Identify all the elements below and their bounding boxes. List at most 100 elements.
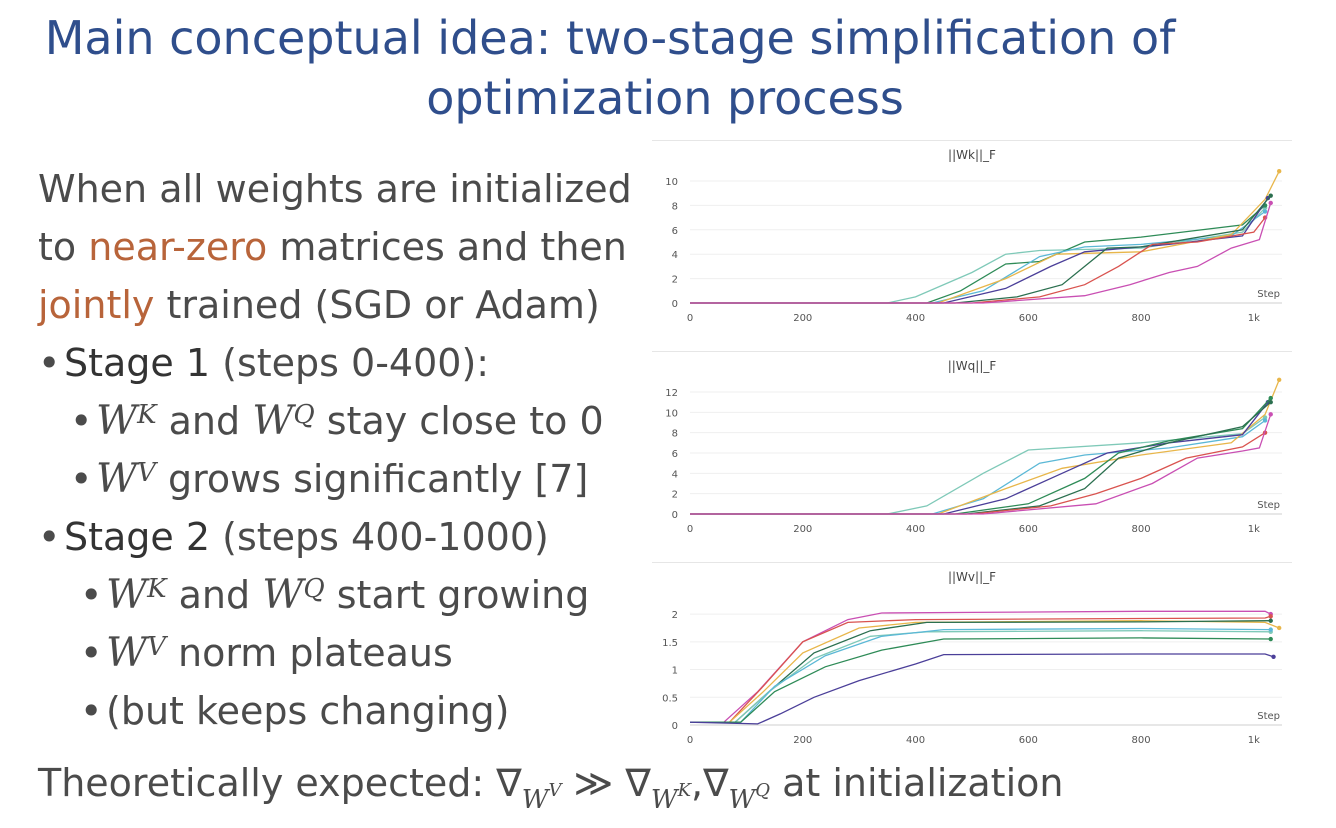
x-tick-label: 400 [906, 524, 925, 535]
bullet-wv-plateau: •WV norm plateaus [80, 630, 453, 676]
stage1-label: Stage 1 [64, 341, 211, 385]
math-wk-2: WK [106, 572, 167, 618]
y-tick-label: 4 [672, 250, 678, 261]
series-line [690, 630, 1271, 723]
stay-close-text: stay close to 0 [314, 399, 604, 443]
sub-wv: WV [521, 780, 562, 815]
y-tick-label: 2 [672, 490, 678, 501]
y-tick-label: 0.5 [662, 693, 678, 704]
math-wv-2: WV [106, 630, 166, 676]
nabla-symbol-3: ∇ [703, 761, 729, 805]
plateau-text: norm plateaus [165, 631, 453, 675]
and-text: and [156, 399, 253, 443]
y-tick-label: 1 [672, 666, 678, 677]
intro-paragraph: When all weights are initialized to near… [38, 160, 648, 334]
bottom-suffix: at initialization [770, 761, 1064, 805]
y-tick-label: 10 [665, 177, 678, 188]
series-end-point [1276, 377, 1282, 382]
x-tick-label: 600 [1019, 313, 1038, 324]
x-tick-label: 400 [906, 735, 925, 746]
x-tick-label: 1k [1248, 735, 1260, 746]
x-tick-label: 0 [687, 313, 693, 324]
chart-wq-svg: ||Wq||_F 0 2 4 6 8 10 12 0 200 400 600 800 1k Step [665, 359, 1282, 535]
series-line [690, 170, 1280, 304]
x-tick-label: 800 [1132, 735, 1151, 746]
x-axis-label: Step [1257, 289, 1280, 300]
intro-text-1: When all weights are initialized to [38, 167, 632, 269]
y-tick-label: 0 [672, 299, 678, 310]
math-wq: WQ [252, 398, 315, 444]
chart-wk-svg: ||Wk||_F 0 2 4 6 8 10 0 200 400 600 800 1k Step [665, 148, 1282, 324]
series-end-point [1268, 193, 1273, 198]
series-end-point [1262, 209, 1268, 214]
series-end-point [1262, 418, 1268, 423]
x-axis-label: Step [1257, 500, 1280, 511]
math-wq-2: WQ [262, 572, 325, 618]
grows-text: grows significantly [7] [155, 457, 589, 501]
series-line [690, 637, 1271, 723]
x-tick-label: 200 [793, 735, 812, 746]
math-wk: WK [96, 398, 157, 444]
bottom-statement: Theoretically expected: ∇WV ≫ ∇WK,∇WQ at… [38, 754, 1063, 817]
series-line [690, 432, 1266, 515]
series-line [690, 195, 1272, 304]
series-line [690, 397, 1272, 515]
stage2-text: (steps 400-1000) [210, 515, 549, 559]
series-line [690, 401, 1269, 515]
bullet-wv-grows: •WV grows significantly [7] [70, 456, 589, 502]
series-line [690, 419, 1266, 515]
x-tick-label: 0 [687, 735, 693, 746]
series-end-point [1268, 627, 1273, 632]
series-end-point [1271, 654, 1276, 659]
x-tick-label: 0 [687, 524, 693, 535]
highlight-near-zero: near-zero [88, 225, 268, 269]
series-line [689, 653, 1274, 725]
y-tick-label: 2 [672, 275, 678, 286]
x-tick-label: 800 [1132, 524, 1151, 535]
series-end-point [1276, 169, 1282, 174]
much-greater: ≫ [561, 761, 626, 805]
series-end-point [1268, 399, 1273, 405]
series-line [690, 401, 1272, 515]
y-tick-label: 1.5 [662, 638, 678, 649]
chart-wq: ||Wq||_F 0 2 4 6 8 10 12 0 200 400 600 800 1k Step [652, 351, 1292, 556]
series-line [690, 202, 1272, 304]
series-end-point [1268, 200, 1273, 206]
x-tick-label: 600 [1019, 524, 1038, 535]
x-tick-label: 400 [906, 313, 925, 324]
y-tick-label: 8 [672, 201, 678, 212]
chart-wv: ||Wv||_F 0 0.5 1 1.5 2 0 200 400 600 800 1k Step [652, 562, 1292, 767]
y-tick-label: 0 [672, 721, 678, 732]
highlight-jointly: jointly [38, 283, 155, 327]
series-end-point [1268, 614, 1273, 619]
series-line [690, 416, 1266, 515]
slide-title: Main conceptual idea: two-stage simplifi… [0, 8, 1220, 128]
x-tick-label: 1k [1248, 524, 1260, 535]
bullet-stage1: •Stage 1 (steps 0-400): [38, 341, 490, 385]
series-end-point [1268, 618, 1273, 623]
bullet-wk-wq-grow: •WK and WQ start growing [80, 572, 590, 618]
y-tick-label: 0 [672, 510, 678, 521]
x-tick-label: 200 [793, 313, 812, 324]
charts-column: ||Wk||_F 0 2 4 6 8 10 0 200 400 600 800 1k Step ||Wq|… [652, 140, 1292, 767]
chart-wk: ||Wk||_F 0 2 4 6 8 10 0 200 400 600 800 1k Step [652, 140, 1292, 345]
chart-title: ||Wv||_F [948, 570, 996, 584]
stage1-text: (steps 0-400): [210, 341, 490, 385]
x-tick-label: 1k [1248, 313, 1260, 324]
sub-wq: WQ [728, 780, 771, 815]
y-tick-label: 6 [672, 226, 678, 237]
nabla-symbol: ∇ [496, 761, 522, 805]
y-tick-label: 10 [665, 408, 678, 419]
series-end-point [1268, 412, 1273, 417]
series-line [690, 627, 1271, 723]
title-line2: optimization process [426, 71, 904, 125]
series-end-point [1276, 625, 1282, 631]
intro-text-3: trained (SGD or Adam) [154, 283, 600, 327]
stage2-label: Stage 2 [64, 515, 211, 559]
bullet-stage2: •Stage 2 (steps 400-1000) [38, 515, 549, 559]
series-line [690, 414, 1272, 515]
title-rest: two-stage simplification of [551, 11, 1176, 65]
keeps-changing-text: (but keeps changing) [106, 689, 510, 733]
x-axis-label: Step [1257, 711, 1280, 722]
nabla-symbol-2: ∇ [625, 761, 651, 805]
